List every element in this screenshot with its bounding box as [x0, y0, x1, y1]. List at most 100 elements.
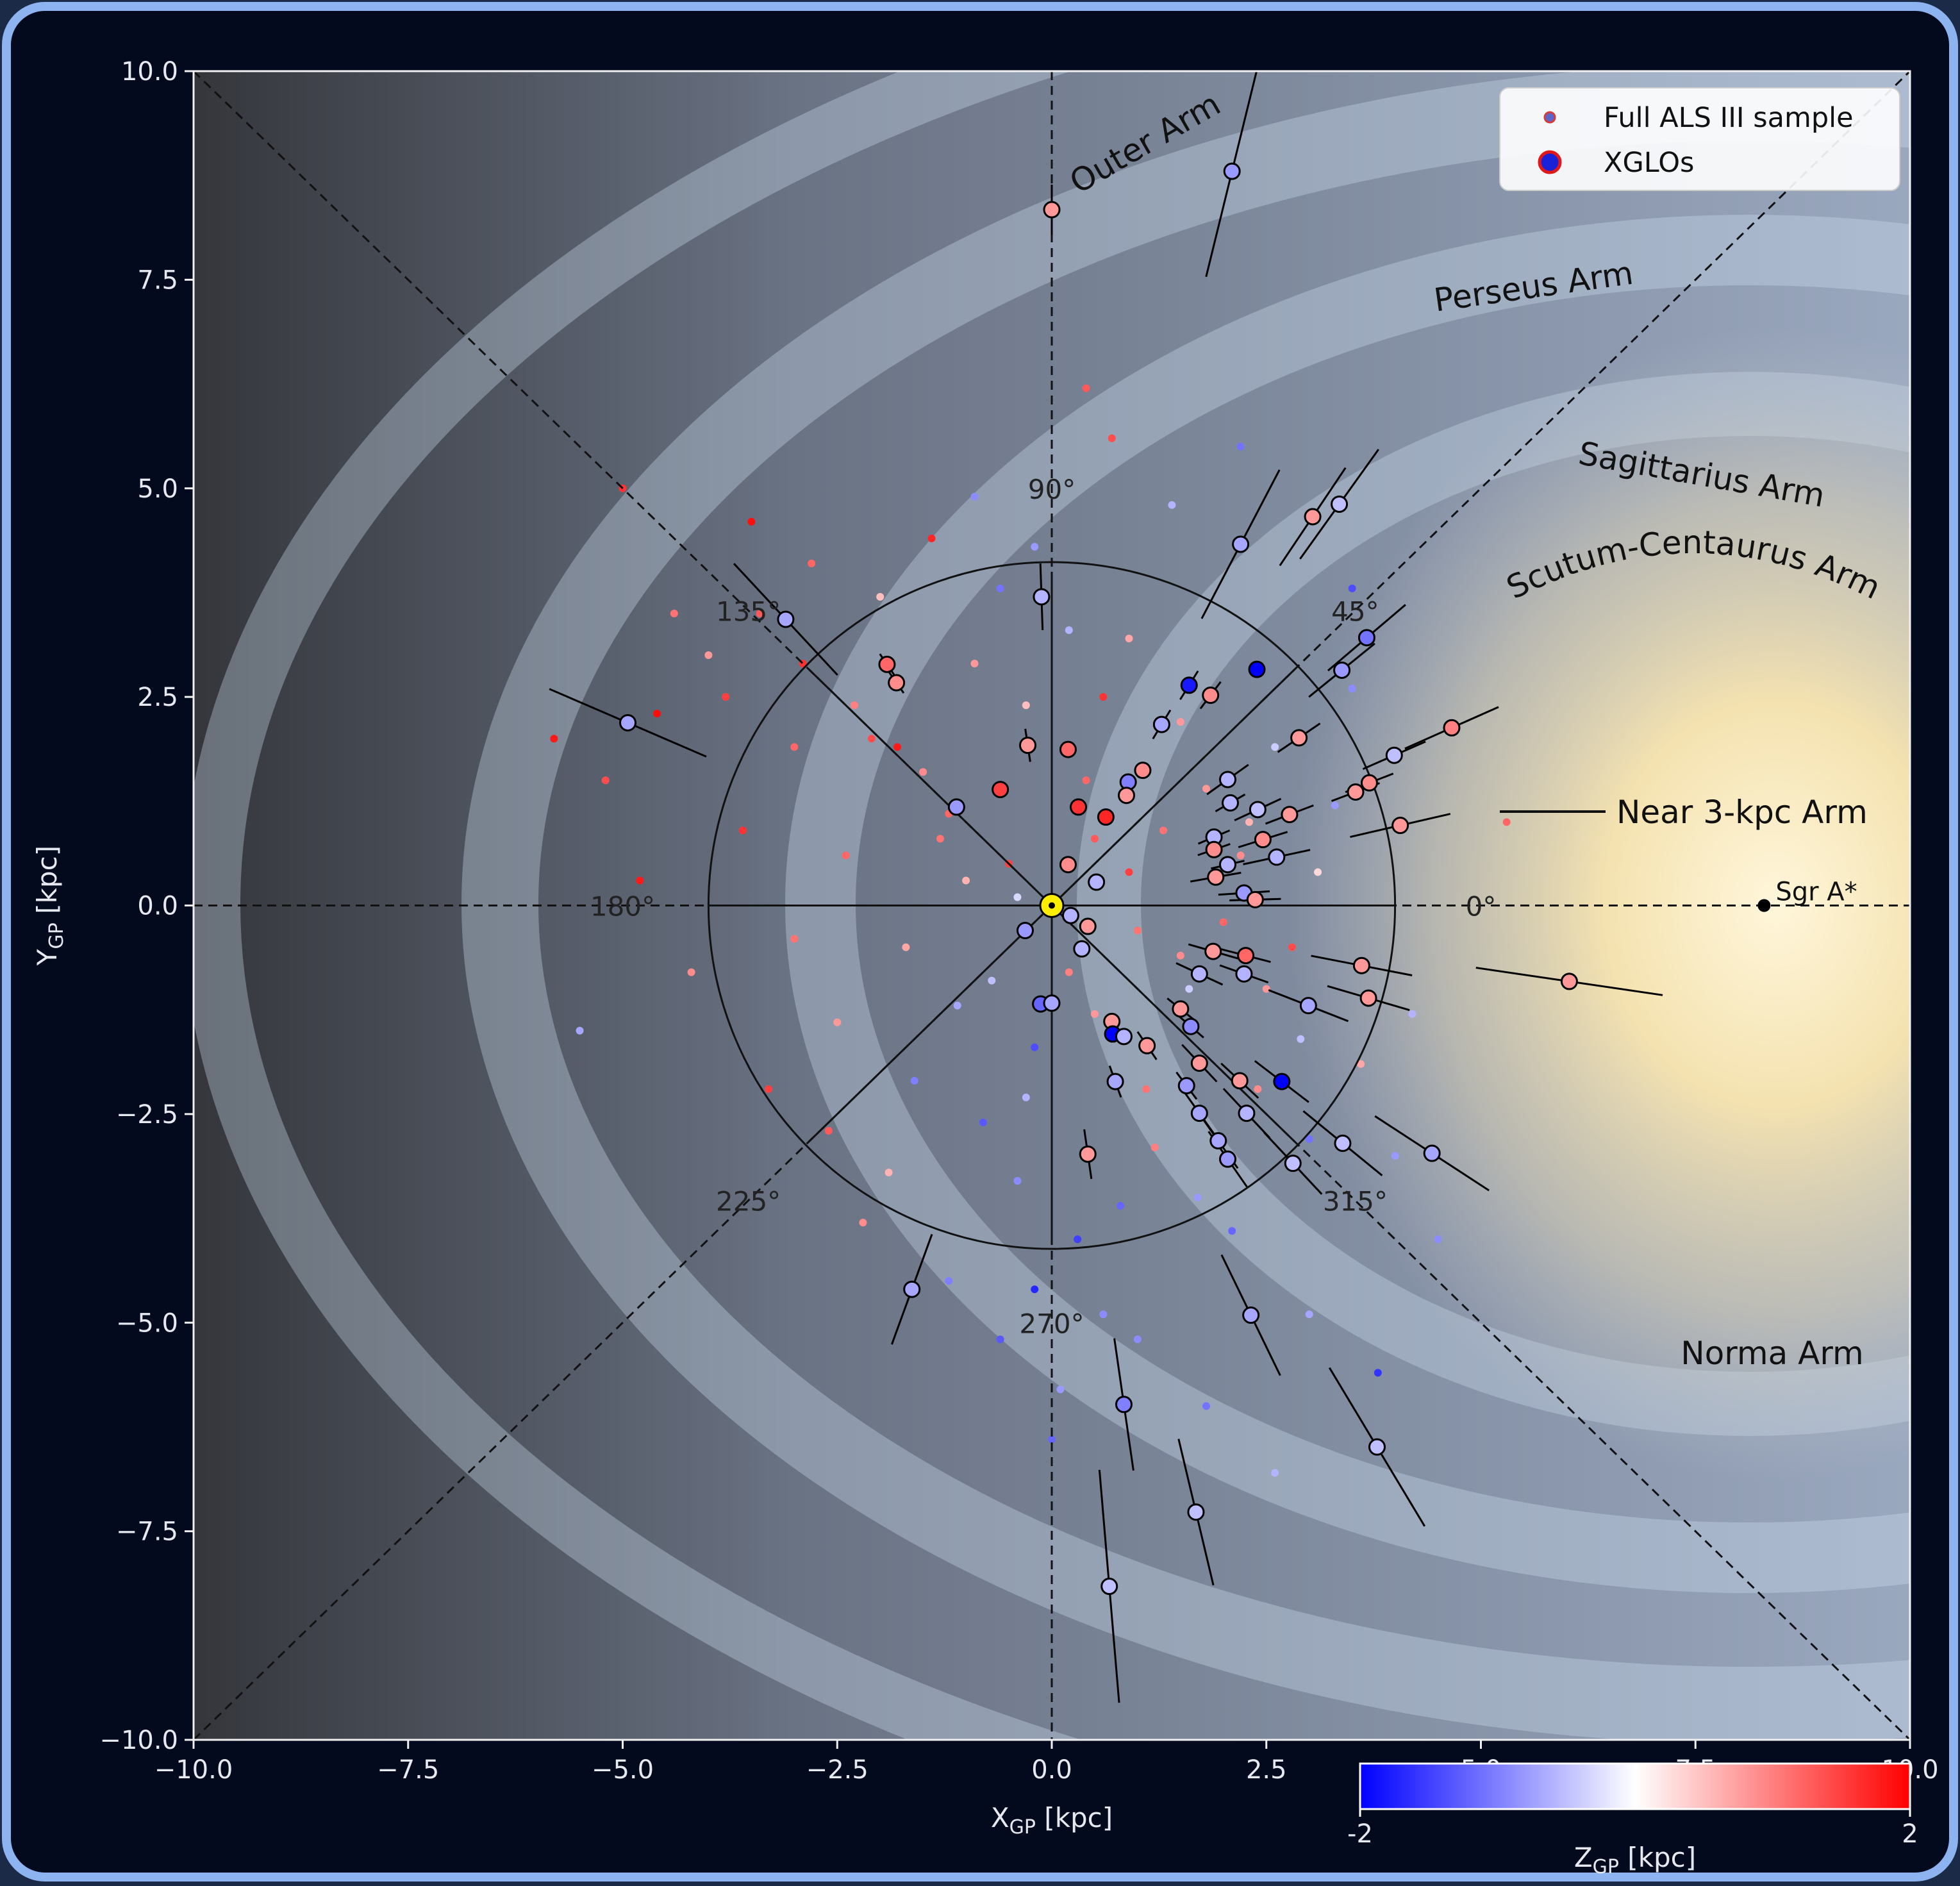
sample-point — [1065, 968, 1073, 976]
legend-label: XGLOs — [1604, 147, 1694, 179]
xglo-point — [1273, 1072, 1291, 1090]
sample-point — [1314, 868, 1322, 876]
legend-marker — [1538, 150, 1562, 174]
xglo-point — [888, 674, 906, 692]
sample-point — [1202, 1402, 1211, 1410]
xglo-point — [1358, 629, 1375, 647]
sample-point — [1022, 1093, 1030, 1101]
arm — [194, 71, 1083, 1740]
sample-point — [996, 1335, 1004, 1344]
xglo-point — [1331, 495, 1349, 513]
xglo-point — [1043, 994, 1061, 1012]
xglo-point — [1232, 535, 1250, 553]
sample-point — [1048, 1435, 1056, 1444]
xglo-point — [1182, 1017, 1200, 1035]
xglo-point — [1033, 588, 1051, 606]
sample-point — [1288, 943, 1296, 951]
xglo-point — [1204, 942, 1222, 960]
sample-point — [927, 534, 936, 542]
sample-point — [1117, 1202, 1125, 1210]
y-tick-label: 7.5 — [137, 265, 178, 295]
sample-point — [1193, 1194, 1202, 1202]
angle-label: 135° — [716, 596, 781, 627]
sample-point — [919, 768, 927, 776]
sample-point — [1305, 1310, 1313, 1319]
sample-point — [1254, 1085, 1262, 1093]
sample-point — [636, 876, 644, 885]
colorbar-gradient — [1359, 1762, 1911, 1810]
y-tick-label: −10.0 — [99, 1726, 178, 1755]
arm-label: Norma Arm — [1681, 1335, 1864, 1372]
sample-point — [1408, 1010, 1416, 1018]
sample-point — [902, 943, 910, 951]
xglo-point — [1209, 1132, 1227, 1150]
xglo-point — [1222, 794, 1240, 812]
sample-point — [945, 1277, 953, 1285]
xglo-point — [1299, 997, 1317, 1015]
sgr-a-label: Sgr A* — [1775, 878, 1857, 907]
angle-label: 270° — [1019, 1308, 1084, 1339]
sample-point — [1297, 1035, 1305, 1043]
xglo-point — [1059, 856, 1077, 874]
xglo-point — [992, 781, 1009, 799]
y-tick-label: 2.5 — [137, 683, 178, 712]
y-tick-label: −7.5 — [116, 1517, 178, 1547]
sample-point — [1031, 1285, 1039, 1294]
xglo-point — [1218, 1150, 1236, 1168]
xglo-point — [777, 610, 795, 628]
xglo-point — [1268, 848, 1286, 866]
xglo-point — [1115, 1028, 1133, 1046]
angle-label: 225° — [716, 1186, 781, 1217]
angle-label: 315° — [1323, 1186, 1388, 1217]
x-tick-label: −10.0 — [154, 1755, 233, 1785]
sample-point — [1065, 626, 1073, 635]
xglo-point — [1190, 1054, 1208, 1072]
sample-point — [962, 876, 970, 885]
sample-point — [1219, 918, 1227, 926]
legend-box — [1499, 87, 1900, 191]
sample-point — [1176, 951, 1184, 960]
xglo-point — [1290, 729, 1308, 747]
sample-point — [1331, 801, 1339, 810]
sample-point — [1108, 434, 1116, 442]
sample-point — [1133, 1335, 1142, 1344]
sample-point — [996, 584, 1004, 592]
x-tick-label: −7.5 — [377, 1755, 439, 1785]
sample-point — [1202, 785, 1211, 793]
sample-point — [790, 743, 799, 751]
xglo-point — [1281, 806, 1299, 824]
y-axis-label-main: Y — [31, 949, 63, 966]
sample-point — [1168, 501, 1176, 509]
sample-point — [704, 651, 713, 660]
xglo-point — [1423, 1144, 1441, 1162]
sample-point — [1022, 701, 1030, 710]
sample-point — [1142, 1085, 1150, 1093]
sample-point — [1271, 743, 1279, 751]
xglo-point — [1061, 906, 1079, 924]
sample-point — [1013, 893, 1022, 901]
sample-point — [910, 1076, 918, 1085]
sample-point — [1090, 835, 1099, 843]
xglo-point — [1334, 1134, 1352, 1152]
sample-point — [1262, 985, 1270, 993]
x-axis-label: XGP [kpc] — [991, 1802, 1113, 1839]
xglo-point — [878, 655, 896, 673]
angle-label: 0° — [1466, 891, 1497, 922]
sample-point — [1305, 1135, 1313, 1143]
sample-point — [824, 1126, 833, 1135]
x-tick-label: −2.5 — [806, 1755, 868, 1785]
sample-point — [756, 609, 764, 617]
xglo-point — [1231, 1072, 1249, 1090]
sample-point — [842, 851, 850, 860]
sample-point — [687, 968, 695, 976]
x-axis-label-main: X — [991, 1802, 1009, 1833]
xglo-point — [1235, 965, 1253, 983]
xglo-point — [1180, 676, 1198, 694]
x-axis-label-sub: GP — [1009, 1816, 1036, 1839]
sample-point — [1125, 635, 1133, 643]
x-tick-label: −5.0 — [592, 1755, 654, 1785]
xglo-point — [903, 1280, 921, 1298]
sample-point — [1245, 818, 1253, 826]
xglo-point — [1238, 1105, 1256, 1122]
